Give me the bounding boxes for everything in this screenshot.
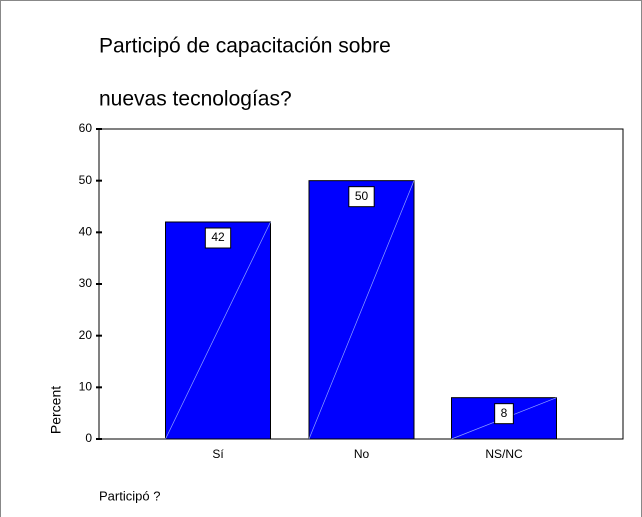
y-tick-label: 0 <box>85 431 92 445</box>
chart-title: Participó de capacitación sobre <box>99 35 391 58</box>
chart-title: nuevas tecnologías? <box>99 88 292 111</box>
value-label-box <box>204 227 232 249</box>
y-tick-label: 20 <box>79 328 93 342</box>
y-tick-label: 30 <box>79 276 93 290</box>
x-axis-label: Participó ? <box>99 488 160 503</box>
x-tick-label: Sí <box>212 447 224 461</box>
y-tick-label: 40 <box>79 225 93 239</box>
y-axis-label: Percent <box>48 386 64 434</box>
value-label-box <box>494 403 514 425</box>
value-label-box <box>348 186 375 208</box>
bar-hatch <box>165 221 271 440</box>
value-label: 50 <box>355 189 369 203</box>
y-tick-label: 60 <box>79 121 93 135</box>
value-label: 8 <box>501 406 508 420</box>
x-tick-label: No <box>354 447 370 461</box>
y-tick-label: 50 <box>79 173 93 187</box>
bar-hatch <box>308 180 415 440</box>
y-tick-label: 10 <box>79 380 93 394</box>
value-label: 42 <box>211 230 225 244</box>
x-tick-label: NS/NC <box>485 447 523 461</box>
